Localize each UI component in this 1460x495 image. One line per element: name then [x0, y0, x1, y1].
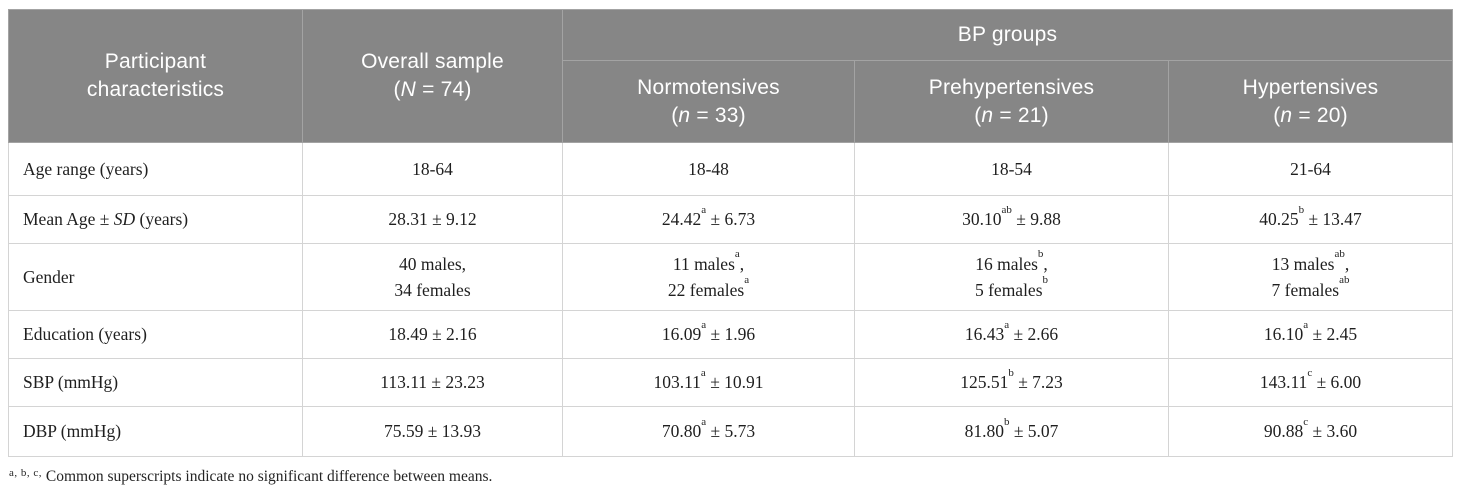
- table-body: Age range (years) 18-64 18-48 18-54 21-6…: [8, 142, 1454, 457]
- cell-gender-overall: 40 males, 34 females: [302, 243, 563, 311]
- cell-mean-age-hypertensives: 40.25b ± 13.47: [1167, 195, 1454, 244]
- row-label-dbp: DBP (mmHg): [8, 406, 303, 457]
- cell-mean-age-prehypertensives: 30.10ab ± 9.88: [854, 195, 1169, 244]
- row-label-sbp: SBP (mmHg): [8, 358, 303, 407]
- footnote: a, b, c, Common superscripts indicate no…: [9, 467, 1460, 486]
- cell-gender-prehypertensives: 16 malesb, 5 femalesb: [854, 243, 1169, 311]
- table-row-mean-age: Mean Age ± SD (years) 28.31 ± 9.12 24.42…: [8, 195, 1454, 244]
- cell-mean-age-normotensives: 24.42a ± 6.73: [562, 195, 855, 244]
- cell-age-range-overall: 18-64: [302, 142, 563, 196]
- cell-sbp-prehypertensives: 125.51b ± 7.23: [854, 358, 1169, 407]
- table-row-education: Education (years) 18.49 ± 2.16 16.09a ± …: [8, 310, 1454, 359]
- row-label-education: Education (years): [8, 310, 303, 359]
- table-row-sbp: SBP (mmHg) 113.11 ± 23.23 103.11a ± 10.9…: [8, 358, 1454, 407]
- cell-age-range-prehypertensives: 18-54: [854, 142, 1169, 196]
- cell-education-overall: 18.49 ± 2.16: [302, 310, 563, 359]
- cell-mean-age-overall: 28.31 ± 9.12: [302, 195, 563, 244]
- cell-sbp-hypertensives: 143.11c ± 6.00: [1167, 358, 1454, 407]
- cell-sbp-overall: 113.11 ± 23.23: [302, 358, 563, 407]
- header-overall-sample: Overall sample (N = 74): [302, 9, 563, 143]
- header-row-top: Participant characteristics Overall sampl…: [8, 9, 1454, 143]
- cell-gender-hypertensives: 13 malesab, 7 femalesab: [1167, 243, 1454, 311]
- participant-characteristics-table: Participant characteristics Overall sampl…: [8, 9, 1454, 457]
- row-label-gender: Gender: [8, 243, 303, 311]
- row-label-mean-age: Mean Age ± SD (years): [8, 195, 303, 244]
- header-prehypertensives: Prehypertensives (n = 21): [854, 60, 1169, 143]
- cell-age-range-hypertensives: 21-64: [1167, 142, 1454, 196]
- cell-gender-normotensives: 11 malesa, 22 femalesa: [562, 243, 855, 311]
- footnote-text: Common superscripts indicate no signific…: [42, 468, 493, 485]
- cell-sbp-normotensives: 103.11a ± 10.91: [562, 358, 855, 407]
- cell-dbp-normotensives: 70.80a ± 5.73: [562, 406, 855, 457]
- header-row-groups: Normotensives (n = 33) Prehypertensives (n…: [9, 60, 1454, 143]
- table-row-dbp: DBP (mmHg) 75.59 ± 13.93 70.80a ± 5.73 8…: [8, 406, 1454, 457]
- cell-dbp-hypertensives: 90.88c ± 3.60: [1167, 406, 1454, 457]
- cell-dbp-prehypertensives: 81.80b ± 5.07: [854, 406, 1169, 457]
- cell-age-range-normotensives: 18-48: [562, 142, 855, 196]
- footnote-superscripts: a, b, c,: [9, 467, 43, 480]
- header-normotensives: Normotensives (n = 33): [562, 60, 855, 143]
- header-participant-characteristics: Participant characteristics: [8, 9, 303, 143]
- header-hypertensives: Hypertensives (n = 20): [1167, 60, 1454, 143]
- table-row-age-range: Age range (years) 18-64 18-48 18-54 21-6…: [8, 142, 1454, 196]
- header-bp-groups: BP groups: [561, 9, 1454, 61]
- cell-education-hypertensives: 16.10a ± 2.45: [1167, 310, 1454, 359]
- cell-dbp-overall: 75.59 ± 13.93: [302, 406, 563, 457]
- cell-education-normotensives: 16.09a ± 1.96: [562, 310, 855, 359]
- cell-education-prehypertensives: 16.43a ± 2.66: [854, 310, 1169, 359]
- row-label-age-range: Age range (years): [8, 142, 303, 196]
- table-row-gender: Gender 40 males, 34 females 11 malesa, 22 …: [8, 243, 1454, 311]
- table-header: Participant characteristics Overall sampl…: [8, 9, 1454, 143]
